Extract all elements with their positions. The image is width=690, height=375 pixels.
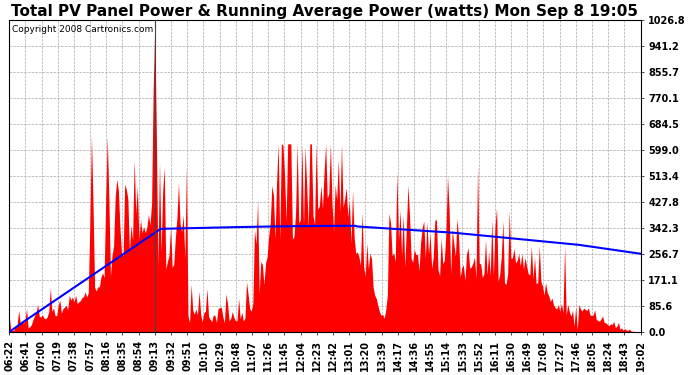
Title: Total PV Panel Power & Running Average Power (watts) Mon Sep 8 19:05: Total PV Panel Power & Running Average P… [11, 4, 638, 19]
Text: Copyright 2008 Cartronics.com: Copyright 2008 Cartronics.com [12, 25, 154, 34]
